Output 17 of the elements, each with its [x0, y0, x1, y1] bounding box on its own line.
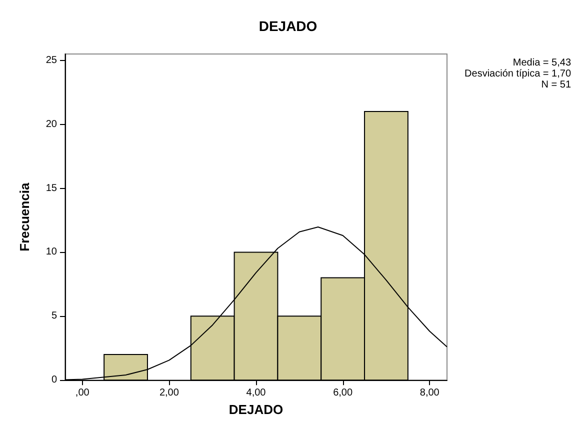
- y-tick-label: 20: [46, 118, 58, 130]
- y-tick-label: 15: [46, 182, 58, 194]
- text: Media = 5,43: [512, 58, 572, 68]
- x-axis-title: DEJADO: [228, 402, 284, 417]
- chart-title: DEJADO: [258, 18, 318, 34]
- text: N = 51: [541, 80, 572, 90]
- x-tick-label: ,00: [75, 388, 90, 399]
- text: Desviación típica = 1,70: [464, 68, 572, 80]
- x-tick-label: 2,00: [159, 388, 180, 399]
- x-tick-label: 8,00: [420, 388, 440, 399]
- y-tick-label: 25: [46, 54, 58, 66]
- x-tick-label: 6,00: [333, 388, 353, 399]
- y-tick-label: 10: [46, 246, 58, 258]
- x-tick-label: 4,00: [246, 388, 266, 399]
- y-axis-title: Frecuencia: [17, 182, 32, 252]
- y-tick-label: 0: [51, 374, 58, 386]
- y-tick-label: 5: [51, 310, 58, 322]
